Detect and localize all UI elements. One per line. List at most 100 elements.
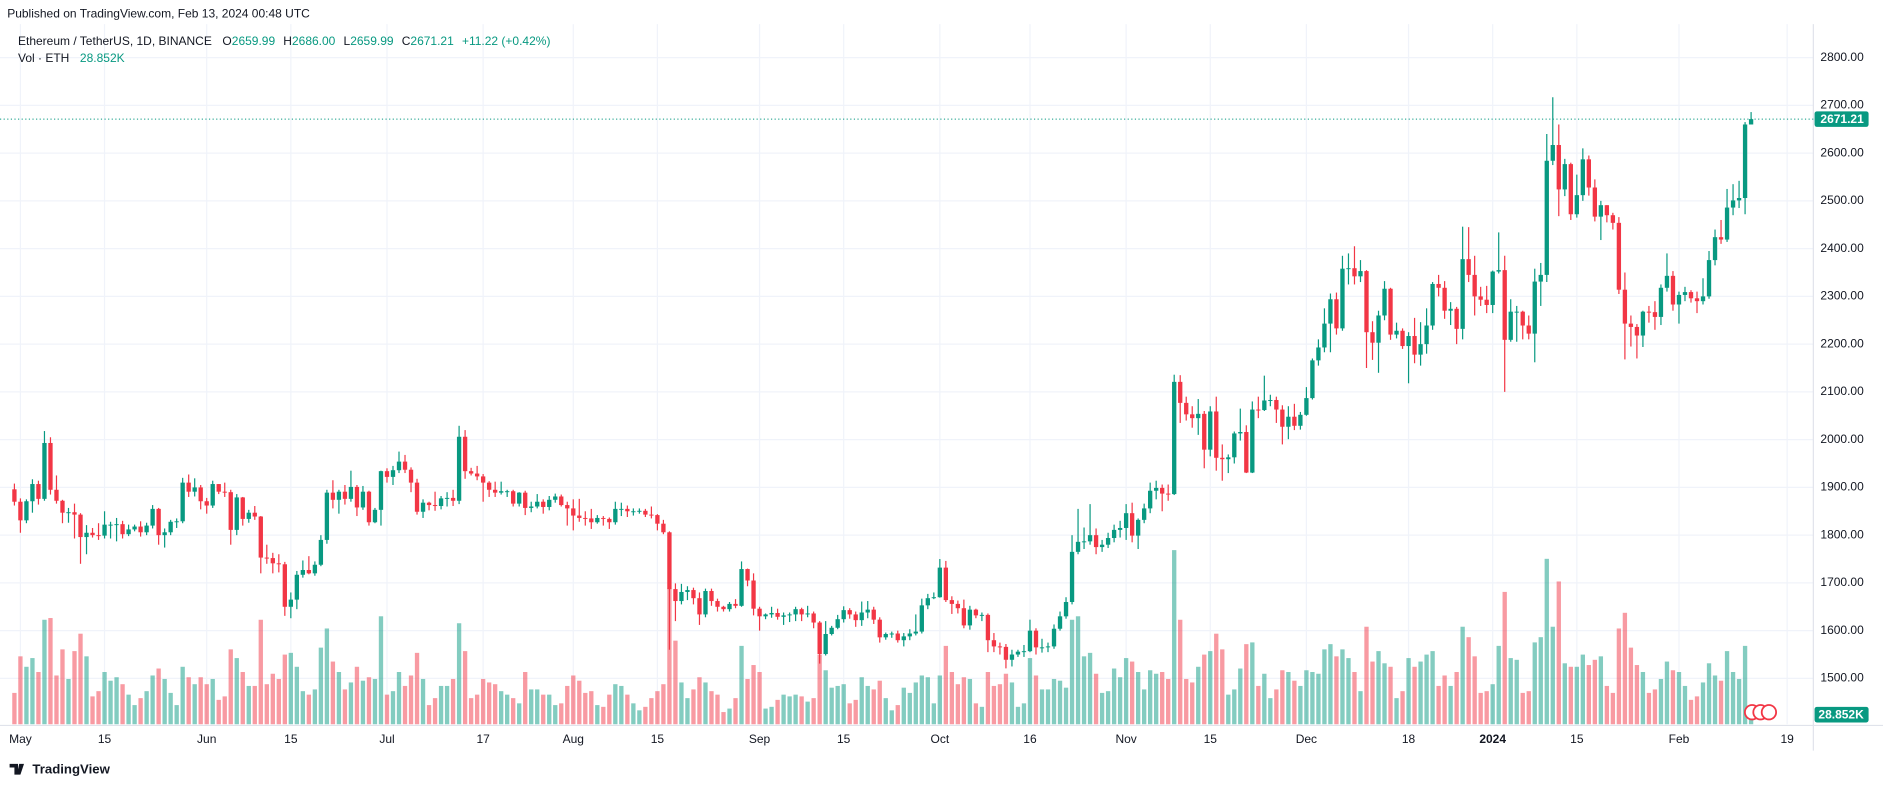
candle-body [1340,268,1345,329]
volume-bar [126,694,131,725]
y-tick-label: 2200.00 [1820,336,1864,350]
volume-bar [420,678,426,725]
candle-body [66,512,71,514]
volume-bar [931,703,936,725]
candle-body [312,564,318,574]
volume-bar [973,703,979,725]
candle-body [1250,409,1255,473]
candle-body [1586,159,1592,188]
volume-bar [1135,672,1141,725]
candle-body [72,512,77,515]
volume-bar [1039,689,1045,725]
volume-bar [1634,665,1640,725]
candle-body [859,612,864,621]
candle-body [276,563,281,565]
candle-body [1148,490,1153,509]
volume-bar [150,675,155,725]
volume-bar [216,699,221,725]
candle-body [781,615,786,617]
x-tick-label: 16 [1023,732,1037,746]
legend-change: +11.22 (+0.42%) [462,34,551,48]
candle-body [811,613,816,623]
volume-bar [1172,550,1177,725]
y-tick-label: 2100.00 [1820,384,1864,398]
candle-body [1616,222,1622,290]
volume-bar [577,680,582,725]
candle-body [1688,292,1694,299]
volume-bar [1244,644,1249,725]
y-tick-label: 2000.00 [1820,432,1864,446]
candle-body [1358,271,1363,277]
candle-body [1364,271,1369,333]
candle-body [1658,287,1664,317]
candle-body [90,532,95,536]
candle-body [931,597,936,599]
volume-bar [408,675,414,725]
volume-bar [1051,678,1057,725]
candle-body [517,492,522,504]
candle-body [132,526,137,530]
volume-bar [1087,652,1093,725]
volume-bar [631,703,636,725]
volume-bar [511,698,516,725]
volume-bar [1688,699,1694,725]
volume-bar [1202,654,1207,725]
candle-body [1129,513,1135,536]
volume-bar [1556,581,1561,725]
legend-value: 2659.99 [232,34,276,48]
x-tick-label: Dec [1296,732,1317,746]
candle-body [847,610,852,615]
volume-bar [1736,678,1742,725]
candle-body [1226,457,1231,460]
candle-body [270,558,275,564]
candle-body [1196,413,1201,419]
volume-legend: Vol · ETH 28.852K [18,51,125,65]
volume-bar [54,675,59,725]
candle-body [54,489,59,501]
legend-line: Ethereum / TetherUS, 1D, BINANCE O2659.9… [18,34,550,48]
volume-bar [841,684,846,725]
volume-bar [991,685,997,725]
candle-body [396,461,402,471]
candle-body [408,469,414,483]
volume-bar [108,680,113,725]
overlay-layer: 2671.21 28.852K [0,111,1869,723]
candle-body [318,539,324,565]
volume-bar [48,618,53,725]
volume-bar [144,691,149,725]
volume-bar [120,684,125,725]
volume-bar [1694,696,1700,725]
candle-body [919,605,924,632]
volume-bar [198,677,203,725]
volume-bar [396,672,402,725]
x-tick-label: 18 [1402,732,1416,746]
y-tick-label: 2600.00 [1820,145,1864,159]
x-tick-label: 19 [1780,732,1794,746]
candle-body [721,606,726,610]
candle-body [1388,288,1393,335]
volume-bar [679,682,684,725]
candle-body [324,492,330,540]
volume-bar [775,699,780,725]
volume-bar [835,685,840,725]
volume-bar [138,698,143,725]
volume-bar [757,672,762,725]
volume-bar [1712,675,1718,725]
volume-bar [703,682,708,725]
volume-bar [342,689,348,725]
volume-bar [1268,698,1273,725]
volume-bar [24,666,29,725]
volume-bar [1448,685,1453,725]
candle-body [1382,288,1387,316]
candle-body [168,521,173,533]
volume-bar [1592,659,1598,725]
volume-bar [1502,591,1507,725]
volume-bar [1340,649,1345,725]
volume-bar [655,691,660,725]
volume-bar [985,672,991,725]
volume-bar [1640,672,1646,725]
volume-bar [907,692,912,725]
volume-bar [1069,619,1075,725]
volume-bar [78,633,83,725]
volume-bar [1562,663,1567,725]
